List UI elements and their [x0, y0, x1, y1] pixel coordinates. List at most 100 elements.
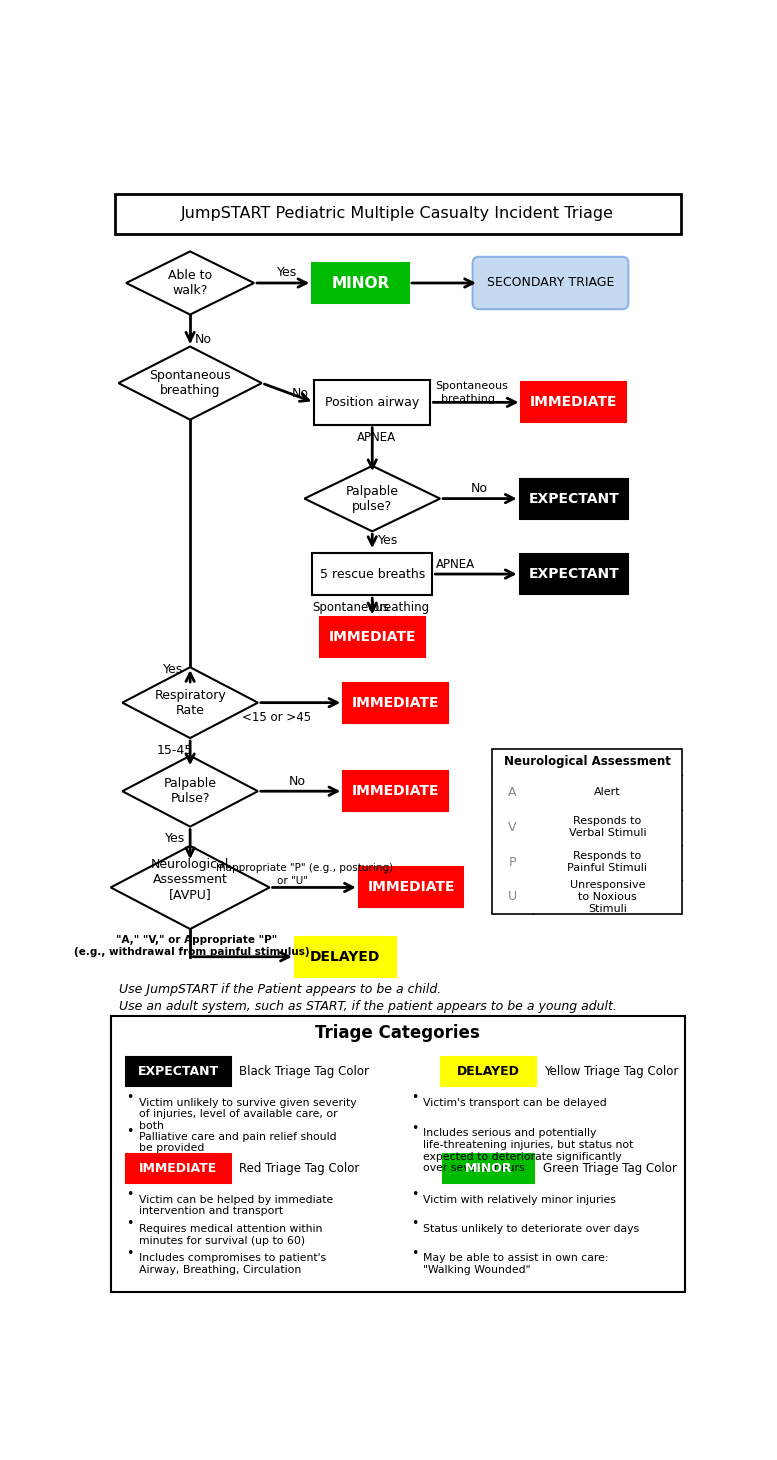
Text: Palliative care and pain relief should
be provided: Palliative care and pain relief should b… — [139, 1132, 336, 1153]
Text: Use an adult system, such as START, if the patient appears to be a young adult.: Use an adult system, such as START, if t… — [119, 1000, 617, 1013]
Text: DELAYED: DELAYED — [457, 1064, 520, 1077]
FancyBboxPatch shape — [472, 257, 629, 310]
Text: Triage Categories: Triage Categories — [315, 1023, 480, 1042]
Text: Red Triage Tag Color: Red Triage Tag Color — [239, 1162, 359, 1175]
Text: Victim's transport can be delayed: Victim's transport can be delayed — [423, 1098, 607, 1108]
Text: •: • — [411, 1218, 418, 1231]
Text: U: U — [508, 891, 517, 904]
Text: May be able to assist in own care:
"Walking Wounded": May be able to assist in own care: "Walk… — [423, 1253, 609, 1275]
Text: EXPECTANT: EXPECTANT — [138, 1064, 219, 1077]
FancyBboxPatch shape — [493, 749, 682, 914]
Text: EXPECTANT: EXPECTANT — [528, 492, 619, 505]
FancyBboxPatch shape — [126, 1153, 231, 1183]
Text: Victim unlikely to survive given severity
of injuries, level of available care, : Victim unlikely to survive given severit… — [139, 1098, 357, 1132]
Polygon shape — [122, 667, 258, 739]
Text: Includes compromises to patient's
Airway, Breathing, Circulation: Includes compromises to patient's Airway… — [139, 1253, 326, 1275]
Text: V: V — [508, 821, 517, 834]
Text: breathing: breathing — [368, 602, 429, 615]
Text: Use JumpSTART if the Patient appears to be a child.: Use JumpSTART if the Patient appears to … — [119, 984, 441, 996]
FancyBboxPatch shape — [314, 380, 430, 425]
Text: •: • — [411, 1188, 418, 1202]
FancyBboxPatch shape — [294, 937, 395, 977]
Text: or "U": or "U" — [277, 876, 308, 886]
Polygon shape — [305, 466, 440, 531]
Text: (e.g., withdrawal from painful stimulus): (e.g., withdrawal from painful stimulus) — [74, 948, 309, 958]
Text: •: • — [127, 1126, 134, 1137]
Text: Spontaneous: Spontaneous — [435, 381, 508, 391]
FancyBboxPatch shape — [320, 618, 424, 657]
Text: 15-45: 15-45 — [156, 745, 193, 756]
Text: Position airway: Position airway — [325, 396, 420, 409]
Text: Responds to
Verbal Stimuli: Responds to Verbal Stimuli — [569, 816, 646, 838]
Polygon shape — [126, 251, 254, 314]
FancyBboxPatch shape — [312, 553, 432, 596]
Text: Yes: Yes — [165, 832, 185, 845]
Text: Alert: Alert — [594, 787, 621, 797]
Text: Spontaneous
breathing: Spontaneous breathing — [149, 369, 231, 397]
Text: Yellow Triage Tag Color: Yellow Triage Tag Color — [545, 1064, 678, 1077]
Text: SECONDARY TRIAGE: SECONDARY TRIAGE — [487, 276, 614, 289]
FancyBboxPatch shape — [520, 553, 628, 594]
Text: APNEA: APNEA — [437, 558, 476, 571]
Text: •: • — [411, 1091, 418, 1104]
Text: Respiratory
Rate: Respiratory Rate — [155, 689, 226, 717]
Text: Yes: Yes — [277, 267, 297, 279]
Text: Palpable
Pulse?: Palpable Pulse? — [164, 777, 217, 806]
FancyBboxPatch shape — [441, 1057, 536, 1086]
Text: No: No — [288, 775, 305, 788]
Text: Responds to
Painful Stimuli: Responds to Painful Stimuli — [567, 851, 647, 873]
Text: Includes serious and potentially
life-threatening injuries, but status not
expec: Includes serious and potentially life-th… — [423, 1129, 634, 1174]
Text: "A," "V," or Appropriate "P": "A," "V," or Appropriate "P" — [116, 934, 277, 945]
Text: •: • — [411, 1247, 418, 1260]
Text: IMMEDIATE: IMMEDIATE — [139, 1162, 218, 1175]
Text: Neurological
Assessment
[AVPU]: Neurological Assessment [AVPU] — [151, 858, 229, 901]
Text: Neurological Assessment: Neurological Assessment — [503, 755, 671, 768]
Text: •: • — [127, 1188, 134, 1202]
Text: IMMEDIATE: IMMEDIATE — [530, 396, 618, 409]
Text: P: P — [509, 856, 516, 869]
Text: IMMEDIATE: IMMEDIATE — [368, 880, 455, 895]
Text: Requires medical attention within
minutes for survival (up to 60): Requires medical attention within minute… — [139, 1223, 322, 1245]
Text: •: • — [127, 1091, 134, 1104]
Text: 5 rescue breaths: 5 rescue breaths — [319, 568, 425, 581]
Text: IMMEDIATE: IMMEDIATE — [352, 784, 439, 799]
Text: Inappropriate "P" (e.g., posturing): Inappropriate "P" (e.g., posturing) — [216, 863, 393, 873]
Text: MINOR: MINOR — [332, 276, 390, 291]
Text: Status unlikely to deteriorate over days: Status unlikely to deteriorate over days — [423, 1223, 639, 1234]
Text: No: No — [195, 333, 212, 346]
Text: IMMEDIATE: IMMEDIATE — [352, 695, 439, 710]
Text: APNEA: APNEA — [357, 431, 395, 444]
Text: <15 or >45: <15 or >45 — [242, 711, 312, 724]
FancyBboxPatch shape — [126, 1057, 231, 1086]
Text: Victim can be helped by immediate
intervention and transport: Victim can be helped by immediate interv… — [139, 1194, 333, 1216]
FancyBboxPatch shape — [111, 1016, 685, 1292]
FancyBboxPatch shape — [343, 771, 448, 812]
Polygon shape — [122, 756, 258, 826]
Text: No: No — [471, 482, 488, 495]
Text: breathing: breathing — [441, 394, 496, 403]
Polygon shape — [110, 845, 270, 929]
Text: •: • — [127, 1247, 134, 1260]
Text: Unresponsive
to Noxious
Stimuli: Unresponsive to Noxious Stimuli — [570, 880, 645, 914]
FancyBboxPatch shape — [115, 194, 681, 234]
Text: Palpable
pulse?: Palpable pulse? — [346, 485, 399, 512]
Text: No: No — [291, 387, 308, 400]
Text: •: • — [411, 1121, 418, 1134]
Text: Victim with relatively minor injuries: Victim with relatively minor injuries — [423, 1194, 616, 1204]
Text: IMMEDIATE: IMMEDIATE — [329, 631, 416, 644]
Text: MINOR: MINOR — [465, 1162, 512, 1175]
Text: EXPECTANT: EXPECTANT — [528, 566, 619, 581]
FancyBboxPatch shape — [359, 867, 463, 908]
Text: JumpSTART Pediatric Multiple Casualty Incident Triage: JumpSTART Pediatric Multiple Casualty In… — [181, 206, 615, 222]
FancyBboxPatch shape — [312, 263, 409, 304]
FancyBboxPatch shape — [520, 479, 628, 518]
Text: Green Triage Tag Color: Green Triage Tag Color — [543, 1162, 677, 1175]
Text: Spontaneous: Spontaneous — [312, 602, 389, 615]
FancyBboxPatch shape — [521, 383, 626, 422]
Text: A: A — [508, 785, 517, 799]
Text: Yes: Yes — [378, 534, 398, 548]
Text: Yes: Yes — [163, 663, 183, 676]
Text: •: • — [127, 1218, 134, 1231]
Text: Able to
walk?: Able to walk? — [168, 269, 212, 296]
Text: DELAYED: DELAYED — [310, 950, 380, 964]
